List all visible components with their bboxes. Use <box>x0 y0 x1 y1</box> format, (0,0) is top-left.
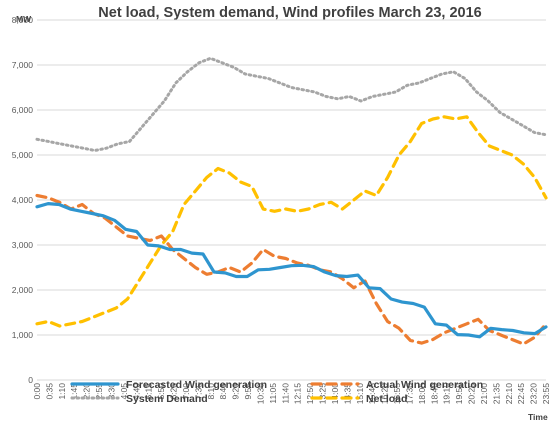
gridlines <box>37 19 546 381</box>
legend-label-1: Actual Wind generation <box>366 379 483 391</box>
x-tick-label: 17:30 <box>404 383 414 405</box>
x-tick-label: 20:25 <box>467 383 477 405</box>
x-tick-label: 0:00 <box>32 383 42 400</box>
chart-title: Net load, System demand, Wind profiles M… <box>98 5 481 21</box>
x-tick-label: 13:25 <box>318 383 328 405</box>
legend-label-3: Net load <box>366 393 407 405</box>
y-tick-label: 1,000 <box>12 330 34 340</box>
x-tick-label: 21:35 <box>491 383 501 405</box>
x-tick-label: 23:20 <box>529 383 539 405</box>
x-tick-label: 18:40 <box>429 383 439 405</box>
x-tick-label: 12:15 <box>293 383 303 405</box>
x-tick-label: 8:10 <box>206 383 216 400</box>
x-axis-unit-label: Time <box>528 412 548 422</box>
x-tick-label: 19:50 <box>454 383 464 405</box>
x-tick-label: 16:55 <box>392 383 402 405</box>
x-tick-label: 15:10 <box>355 383 365 405</box>
x-tick-label: 1:10 <box>57 383 67 400</box>
series-lines <box>35 56 548 346</box>
x-tick-label: 11:40 <box>280 383 290 404</box>
y-tick-label: 4,000 <box>12 195 34 205</box>
y-tick-label: 5,000 <box>12 150 34 160</box>
x-tick-label: 5:15 <box>144 383 154 400</box>
x-tick-label: 8:45 <box>218 383 228 400</box>
x-tick-label: 3:30 <box>106 383 116 400</box>
y-axis-ticks: 0 1,000 2,000 3,000 4,000 5,000 6,000 7,000 8,00… <box>12 15 34 385</box>
y-tick-label: 0 <box>28 375 33 385</box>
x-tick-label: 18:05 <box>417 383 427 405</box>
y-tick-label: 3,000 <box>12 240 34 250</box>
x-axis-ticks: 0:00 0:35 1:10 1:45 2:20 2:55 3:30 4:05 4:40 5:15… <box>32 383 550 405</box>
x-tick-label: 7:35 <box>193 383 203 400</box>
y-tick-label: 7,000 <box>12 60 34 70</box>
legend: Forecasted Wind generation Actual Wind ge… <box>70 379 483 405</box>
x-tick-label: 2:20 <box>82 383 92 400</box>
y-tick-label: 2,000 <box>12 285 34 295</box>
x-tick-label: 2:55 <box>94 383 104 400</box>
y-tick-label: 6,000 <box>12 105 34 115</box>
x-tick-label: 15:45 <box>367 383 377 405</box>
y-tick-label: 8,000 <box>12 15 34 25</box>
series-line-1 <box>35 193 548 346</box>
x-tick-label: 23:55 <box>541 383 550 405</box>
x-tick-label: 0:35 <box>44 383 54 400</box>
series-line-2 <box>35 56 548 152</box>
x-tick-label: 14:35 <box>342 383 352 405</box>
x-tick-label: 19:15 <box>442 383 452 405</box>
x-tick-label: 10:30 <box>255 383 265 405</box>
legend-label-2: System Demand <box>126 393 208 405</box>
x-tick-label: 7:00 <box>181 383 191 400</box>
x-tick-label: 21:00 <box>479 383 489 405</box>
x-tick-label: 9:55 <box>243 383 253 400</box>
x-tick-label: 22:10 <box>504 383 514 405</box>
y-axis-unit-label: MW <box>16 14 32 24</box>
x-tick-label: 4:40 <box>131 383 141 400</box>
x-tick-label: 14:00 <box>330 383 340 405</box>
x-tick-label: 5:50 <box>156 383 166 400</box>
x-tick-label: 1:45 <box>69 383 79 400</box>
legend-label-0: Forecasted Wind generation <box>126 379 267 391</box>
x-tick-label: 22:45 <box>516 383 526 405</box>
series-line-3 <box>35 115 548 328</box>
x-tick-label: 9:20 <box>231 383 241 400</box>
x-tick-label: 16:20 <box>380 383 390 405</box>
series-line-0 <box>35 202 548 339</box>
x-tick-label: 4:05 <box>119 383 129 400</box>
x-tick-label: 11:05 <box>268 383 278 404</box>
x-tick-label: 6:25 <box>169 383 179 400</box>
x-tick-label: 12:50 <box>305 383 315 405</box>
